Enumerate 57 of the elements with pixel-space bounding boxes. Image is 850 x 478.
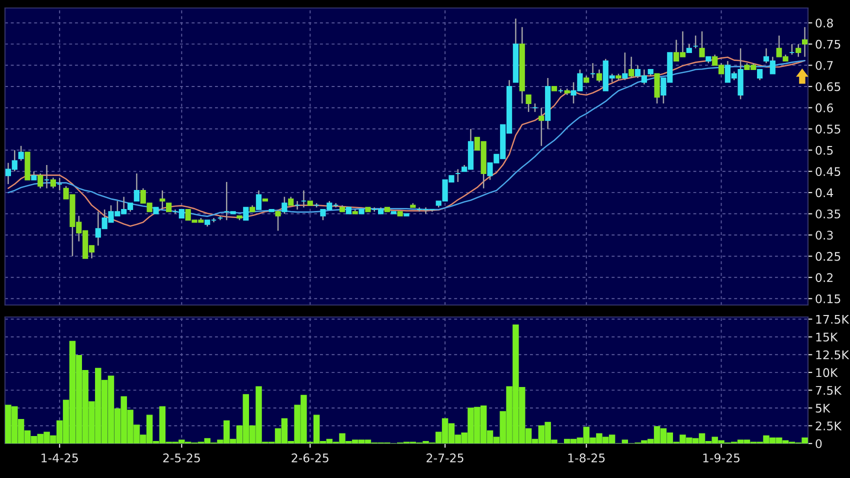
- y-tick-label: 2.5K: [816, 421, 842, 430]
- x-tick-label: 2-6-25: [292, 453, 328, 462]
- candlestick: [757, 68, 763, 81]
- y-tick-label: 10K: [816, 368, 838, 378]
- candlestick: [538, 107, 544, 147]
- y-tick-label: 0.6: [816, 103, 833, 112]
- y-tick-label: 0.15: [816, 294, 840, 304]
- candlestick: [243, 206, 249, 221]
- x-tick-label: 1-9-25: [703, 453, 740, 462]
- y-tick-label: 0: [816, 439, 822, 448]
- candlestick: [802, 26, 808, 58]
- candlestick: [282, 196, 288, 214]
- candlestick: [558, 88, 564, 94]
- candlestick: [275, 208, 281, 232]
- candlestick: [789, 43, 795, 56]
- y-tick-label: 0.3: [816, 230, 833, 240]
- candlestick: [590, 62, 596, 79]
- y-tick-label: 5K: [816, 404, 830, 413]
- y-tick-label: 0.2: [816, 273, 833, 282]
- y-tick-label: 15K: [816, 332, 838, 342]
- candlestick: [526, 94, 532, 113]
- candlestick: [256, 190, 262, 210]
- y-tick-label: 17.5K: [816, 315, 850, 324]
- y-tick-label: 0.35: [816, 210, 840, 218]
- candlestick: [422, 206, 429, 214]
- x-tick-label: 1-8-25: [568, 453, 605, 462]
- y-tick-label: 7.5K: [816, 386, 842, 395]
- candlestick: [38, 172, 44, 189]
- y-tick-label: 12.5K: [816, 350, 850, 360]
- candlestick: [18, 145, 24, 162]
- y-tick-label: 0.7: [816, 61, 833, 70]
- candlestick: [622, 52, 628, 81]
- y-tick-label: 0.4: [816, 188, 834, 198]
- x-tick-label: 1-4-25: [42, 453, 78, 462]
- candlestick: [654, 73, 660, 104]
- y-tick-label: 0.65: [816, 82, 840, 92]
- candlestick: [300, 190, 307, 208]
- y-tick-label: 0.5: [816, 146, 833, 155]
- y-tick-label: 0.75: [816, 40, 840, 49]
- candlestick: [134, 172, 140, 202]
- candlestick: [56, 177, 62, 192]
- candlestick: [596, 68, 602, 83]
- y-tick-label: 0.55: [816, 124, 840, 134]
- x-tick-label: 2-7-25: [426, 453, 464, 462]
- candlestick: [692, 34, 698, 49]
- candlestick: [160, 190, 166, 210]
- candlestick: [455, 168, 461, 183]
- candlestick: [628, 56, 634, 79]
- y-tick-label: 0.8: [816, 18, 833, 28]
- candlestick: [796, 43, 802, 58]
- x-tick-label: 2-5-25: [163, 453, 200, 462]
- candlestick: [699, 30, 705, 58]
- candlestick: [44, 164, 50, 189]
- y-tick-label: 0.45: [816, 167, 840, 176]
- candlestick: [50, 177, 56, 189]
- y-tick-label: 0.25: [816, 252, 840, 261]
- candlestick: [294, 200, 300, 210]
